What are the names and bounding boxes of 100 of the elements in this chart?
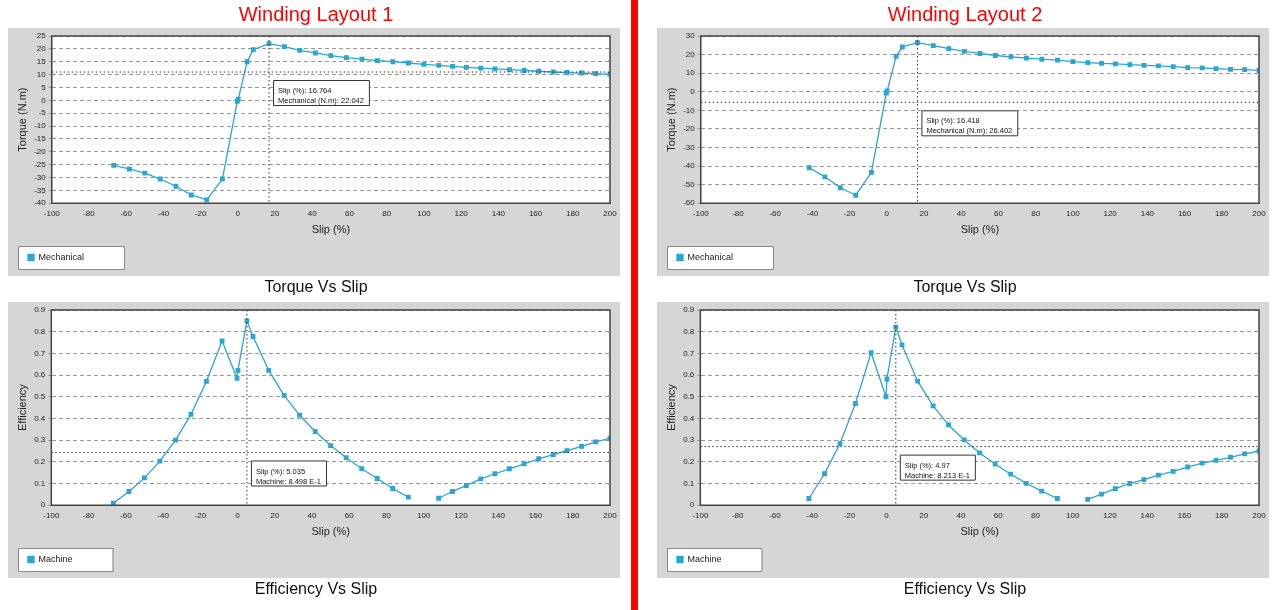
- y-tick-label: 15: [36, 56, 47, 66]
- y-tick-label: 0.5: [34, 391, 46, 401]
- x-tick-label: 120: [1103, 511, 1118, 521]
- y-tick-label: -50: [683, 179, 696, 189]
- x-tick-label: 80: [382, 511, 392, 521]
- x-tick-label: 180: [1215, 209, 1229, 219]
- y-tick-label: 0.1: [683, 478, 695, 488]
- x-tick-label: -100: [43, 209, 61, 219]
- y-tick-label: -10: [683, 105, 696, 115]
- x-tick-label: -80: [732, 209, 745, 219]
- x-tick-label: -40: [157, 209, 170, 219]
- y-tick-label: 0.8: [34, 326, 46, 336]
- x-tick-label: 160: [528, 511, 543, 521]
- x-tick-label: 60: [993, 511, 1004, 521]
- y-tick-label: 10: [685, 68, 696, 78]
- y-axis-title: Efficiency: [664, 383, 677, 432]
- y-tick-label: 30: [685, 31, 696, 41]
- y-tick-label: -15: [34, 134, 47, 144]
- x-axis-title: Slip (%): [311, 223, 351, 236]
- legend-label: Mechanical: [38, 251, 85, 262]
- x-tick-label: 60: [345, 209, 355, 219]
- text: Efficiency Vs Slip: [253, 579, 379, 599]
- x-tick-label: 60: [344, 511, 355, 521]
- y-tick-label: -35: [34, 185, 47, 195]
- x-tick-label: 140: [1140, 511, 1155, 521]
- x-tick-label: -40: [157, 511, 170, 521]
- y-tick-label: 25: [36, 31, 47, 41]
- y-tick-label: -20: [34, 146, 47, 156]
- x-tick-label: 200: [1252, 511, 1267, 521]
- x-tick-label: 200: [603, 209, 618, 219]
- x-tick-label: 120: [1103, 209, 1118, 219]
- y-tick-label: -40: [34, 198, 47, 208]
- y-tick-label: 0.1: [34, 478, 46, 488]
- x-tick-label: 140: [1140, 209, 1155, 219]
- text: Torque Vs Slip: [912, 277, 1018, 297]
- x-tick-label: 180: [1215, 511, 1229, 521]
- x-tick-label: 100: [417, 511, 431, 521]
- x-tick-label: -100: [692, 511, 709, 521]
- x-tick-label: 100: [417, 209, 432, 219]
- x-tick-label: 40: [307, 511, 318, 521]
- x-tick-label: 0: [884, 209, 890, 219]
- x-tick-label: 20: [919, 511, 929, 521]
- y-tick-label: 20: [685, 49, 696, 59]
- y-tick-label: 0.5: [683, 391, 695, 401]
- x-tick-label: 140: [491, 209, 506, 219]
- x-tick-label: 100: [1066, 209, 1081, 219]
- y-tick-label: -5: [38, 108, 47, 118]
- x-tick-label: -40: [806, 511, 819, 521]
- x-tick-label: 80: [1031, 511, 1041, 521]
- y-tick-label: 0.6: [34, 370, 46, 380]
- x-axis-title: Slip (%): [960, 223, 1000, 236]
- x-axis-title: Slip (%): [311, 525, 350, 538]
- x-tick-label: -80: [82, 511, 95, 521]
- x-axis-title: Slip (%): [960, 525, 999, 538]
- y-tick-label: 0.7: [683, 348, 695, 358]
- x-tick-label: -80: [83, 209, 96, 219]
- x-tick-label: 120: [454, 511, 469, 521]
- x-tick-label: -20: [843, 209, 856, 219]
- x-tick-label: -100: [43, 511, 60, 521]
- x-tick-label: 40: [956, 511, 967, 521]
- y-tick-label: 0: [41, 95, 47, 105]
- y-tick-label: -40: [683, 161, 696, 171]
- x-tick-label: 160: [1177, 511, 1192, 521]
- y-tick-label: 0: [689, 500, 695, 510]
- y-tick-label: -60: [683, 198, 696, 208]
- y-tick-label: 0: [690, 86, 696, 96]
- x-tick-label: 20: [919, 209, 930, 219]
- legend-label: Machine: [687, 553, 722, 564]
- y-tick-label: 10: [36, 69, 47, 79]
- x-tick-label: 20: [270, 209, 281, 219]
- x-tick-label: 80: [1031, 209, 1041, 219]
- x-tick-label: 100: [1066, 511, 1080, 521]
- y-axis-title: Efficiency: [15, 383, 28, 432]
- chart-title: Winding Layout 2: [886, 2, 1044, 27]
- y-tick-label: 0.3: [683, 435, 695, 445]
- x-tick-label: -60: [769, 511, 782, 521]
- x-tick-label: 140: [491, 511, 506, 521]
- x-tick-label: 160: [1177, 209, 1192, 219]
- y-tick-label: 0.4: [34, 413, 46, 423]
- x-tick-label: 200: [1252, 209, 1267, 219]
- x-tick-label: 0: [884, 511, 890, 521]
- y-tick-label: 0: [40, 500, 46, 510]
- y-tick-label: -20: [683, 124, 696, 134]
- x-tick-label: 60: [994, 209, 1004, 219]
- x-tick-label: -60: [120, 511, 133, 521]
- x-tick-label: 200: [603, 511, 618, 521]
- x-tick-label: 40: [307, 209, 318, 219]
- x-tick-label: 40: [956, 209, 967, 219]
- y-tick-label: 0.8: [683, 326, 695, 336]
- y-axis-title: Torque (N.m): [15, 87, 28, 152]
- x-tick-label: 0: [235, 511, 241, 521]
- y-tick-label: -10: [34, 121, 47, 131]
- y-tick-label: 0.3: [34, 435, 46, 445]
- x-tick-label: 20: [270, 511, 280, 521]
- x-tick-label: 80: [382, 209, 392, 219]
- y-tick-label: -30: [683, 142, 696, 152]
- x-tick-label: -80: [731, 511, 744, 521]
- y-tick-label: 0.9: [683, 305, 695, 315]
- x-tick-label: -40: [806, 209, 819, 219]
- y-tick-label: 0.2: [34, 457, 46, 467]
